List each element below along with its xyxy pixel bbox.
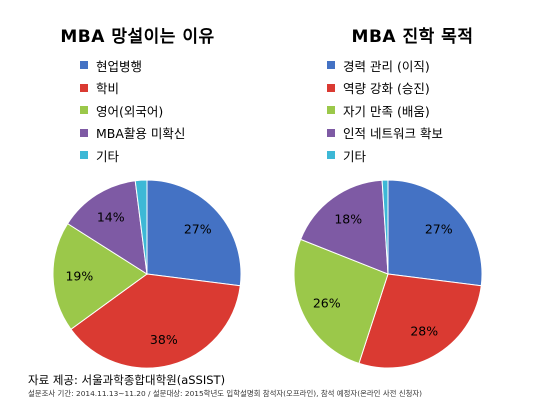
slice-value-label: 19% (65, 269, 93, 284)
chart-title: MBA 진학 목적 (351, 27, 474, 47)
pie-slice (70, 273, 241, 369)
source-text: 자료 제공: 서울과학종합대학원(aSSIST) (28, 373, 226, 387)
legend-label: 영어(외국어) (96, 103, 164, 119)
legend-item: 인적 네트워크 확보 (327, 122, 443, 145)
pie-slice (146, 180, 242, 287)
pie-slice (134, 180, 148, 275)
slice-value-label: 26% (313, 295, 341, 310)
legend-swatch (327, 151, 335, 160)
legend-swatch (80, 106, 88, 115)
legend-swatch (327, 61, 335, 70)
legend-item: 학비 (80, 77, 185, 100)
legend-item: 자기 만족 (배움) (327, 99, 443, 122)
legend-label: 자기 만족 (배움) (343, 103, 430, 119)
chart-title: MBA 망설이는 이유 (60, 27, 215, 47)
legend-swatch (327, 83, 335, 92)
legend-item: 영어(외국어) (80, 99, 185, 122)
legend-swatch (80, 151, 88, 160)
chart-mba-purpose: MBA 진학 목적 경력 관리 (이직) 역량 강화 (승진) 자기 만족 (배움)… (275, 0, 550, 370)
pie-slice (358, 273, 482, 369)
pie-slice (387, 180, 483, 287)
slice-value-label: 14% (97, 209, 125, 224)
survey-note: 설문조사 기간: 2014.11.13~11.20 / 설문대상: 2015학년… (28, 389, 423, 398)
legend-label: 학비 (96, 81, 120, 97)
slice-value-label: 27% (184, 222, 212, 237)
pie-slice (293, 238, 389, 365)
legend-item: MBA활용 미확신 (80, 122, 185, 145)
slice-value-label: 38% (150, 332, 178, 347)
legend-label: 인적 네트워크 확보 (343, 126, 443, 142)
legend-item: 경력 관리 (이직) (327, 54, 443, 77)
legend-swatch (80, 83, 88, 92)
legend-swatch (80, 61, 88, 70)
legend-label: 경력 관리 (이직) (343, 58, 430, 74)
legend-item: 기타 (80, 144, 185, 167)
legend-item: 기타 (327, 144, 443, 167)
chart-legend: 경력 관리 (이직) 역량 강화 (승진) 자기 만족 (배움) 인적 네트워크 확보… (327, 54, 443, 167)
legend-label: MBA활용 미확신 (96, 126, 186, 142)
legend-swatch (327, 128, 335, 137)
slice-value-label: 27% (425, 222, 453, 237)
pie-slice (66, 180, 148, 275)
legend-label: 역량 강화 (승진) (343, 81, 430, 97)
pie-chart: 27%38%19%14%2% (52, 180, 242, 369)
legend-swatch (327, 106, 335, 115)
pie-slice (52, 222, 148, 330)
slice-value-label: 18% (334, 212, 362, 227)
legend-item: 역량 강화 (승진) (327, 77, 443, 100)
legend-label: 기타 (96, 148, 120, 164)
pie-slice (299, 180, 389, 275)
pie-slice (381, 180, 389, 275)
footer: 자료 제공: 서울과학종합대학원(aSSIST) 설문조사 기간: 2014.1… (28, 372, 422, 400)
pie-chart: 27%28%26%18%1% (293, 180, 483, 369)
slice-value-label: 28% (410, 324, 438, 339)
legend-label: 현업병행 (96, 58, 143, 74)
legend-label: 기타 (343, 148, 367, 164)
legend-item: 현업병행 (80, 54, 185, 77)
legend-swatch (80, 128, 88, 137)
